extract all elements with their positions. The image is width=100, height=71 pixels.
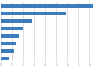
Bar bbox=[1, 42, 16, 45]
Bar bbox=[1, 4, 93, 8]
Bar bbox=[1, 27, 22, 30]
Bar bbox=[1, 49, 14, 53]
Bar bbox=[1, 19, 32, 23]
Bar bbox=[1, 12, 66, 15]
Bar bbox=[1, 57, 9, 60]
Bar bbox=[1, 34, 19, 38]
